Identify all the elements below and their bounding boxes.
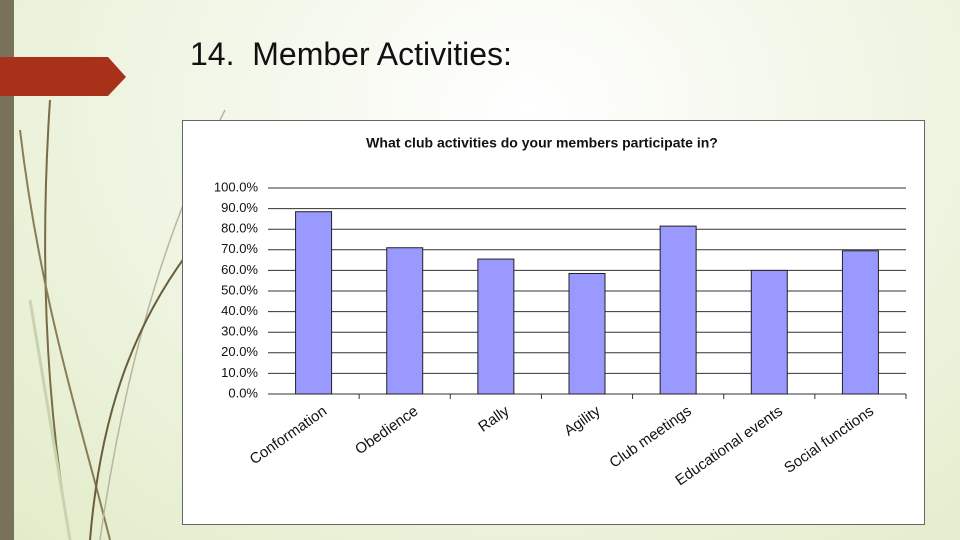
bar (477, 258, 515, 395)
y-tick-label: 0.0% (228, 385, 258, 400)
y-tick-label: 20.0% (221, 344, 258, 359)
y-tick-label: 100.0% (214, 179, 259, 194)
y-tick-label: 90.0% (221, 200, 258, 215)
chart: What club activities do your members par… (182, 120, 925, 525)
y-tick-label: 10.0% (221, 365, 258, 380)
y-tick-label: 40.0% (221, 303, 258, 318)
bar (386, 247, 424, 395)
y-tick-label: 80.0% (221, 221, 258, 236)
y-tick-label: 50.0% (221, 282, 258, 297)
y-tick-label: 70.0% (221, 241, 258, 256)
bar (568, 272, 606, 395)
bar (841, 250, 879, 395)
bar (295, 211, 333, 395)
chart-title: What club activities do your members par… (366, 135, 718, 151)
bar (750, 269, 788, 395)
bar (659, 225, 697, 395)
slide-title: 14. Member Activities: (190, 36, 512, 72)
chart-frame (182, 120, 925, 525)
y-tick-label: 60.0% (221, 262, 258, 277)
y-tick-label: 30.0% (221, 324, 258, 339)
